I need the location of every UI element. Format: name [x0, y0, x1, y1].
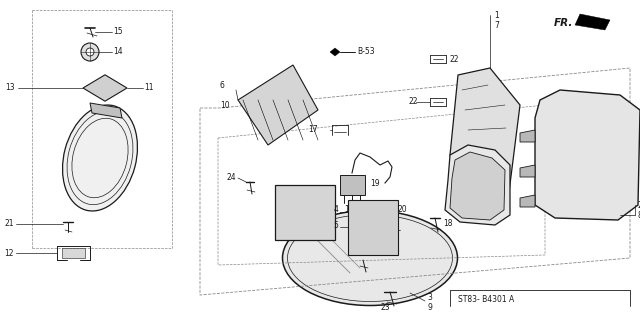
- Text: 24: 24: [227, 173, 236, 182]
- Ellipse shape: [63, 105, 138, 211]
- Polygon shape: [83, 75, 127, 101]
- Polygon shape: [383, 208, 393, 222]
- Polygon shape: [450, 68, 520, 212]
- Polygon shape: [445, 145, 510, 225]
- Text: 19: 19: [370, 179, 380, 188]
- Polygon shape: [380, 205, 396, 221]
- Text: 13: 13: [5, 84, 15, 93]
- Text: 22: 22: [408, 98, 418, 107]
- Polygon shape: [520, 130, 535, 142]
- Text: 3: 3: [427, 293, 432, 302]
- Text: 17: 17: [308, 125, 318, 135]
- Text: 1: 1: [494, 11, 499, 19]
- Ellipse shape: [459, 164, 497, 212]
- Ellipse shape: [282, 211, 458, 306]
- Circle shape: [294, 83, 298, 87]
- Text: 7: 7: [494, 20, 499, 29]
- Polygon shape: [575, 14, 610, 30]
- Text: 12: 12: [4, 249, 14, 257]
- Polygon shape: [340, 175, 365, 195]
- Circle shape: [277, 187, 283, 193]
- Polygon shape: [90, 103, 122, 118]
- Circle shape: [110, 85, 116, 91]
- Text: 2: 2: [638, 201, 640, 210]
- Polygon shape: [520, 165, 535, 177]
- Text: 5: 5: [333, 220, 338, 229]
- Text: 14: 14: [113, 48, 123, 56]
- Text: 8: 8: [638, 211, 640, 219]
- Text: 10: 10: [220, 100, 230, 109]
- Circle shape: [363, 228, 383, 248]
- Text: FR.: FR.: [554, 18, 573, 28]
- Text: B-53: B-53: [357, 48, 374, 56]
- Ellipse shape: [549, 103, 631, 213]
- Circle shape: [301, 206, 309, 214]
- Text: 9: 9: [427, 303, 432, 313]
- Polygon shape: [535, 90, 640, 220]
- Circle shape: [277, 232, 283, 238]
- Polygon shape: [450, 152, 505, 220]
- Text: 23: 23: [380, 303, 390, 313]
- Text: 15: 15: [113, 27, 123, 36]
- Polygon shape: [62, 248, 85, 258]
- Polygon shape: [353, 208, 363, 222]
- Circle shape: [94, 85, 100, 91]
- Text: 11: 11: [144, 84, 154, 93]
- Polygon shape: [348, 200, 398, 255]
- Polygon shape: [520, 195, 535, 207]
- Circle shape: [291, 80, 301, 90]
- Text: 18: 18: [443, 219, 452, 227]
- Text: ST83- B4301 A: ST83- B4301 A: [458, 295, 515, 305]
- Polygon shape: [330, 48, 340, 56]
- Polygon shape: [238, 65, 318, 145]
- Text: 16: 16: [344, 204, 354, 213]
- Text: 6: 6: [220, 80, 225, 90]
- Circle shape: [81, 43, 99, 61]
- Polygon shape: [275, 185, 335, 240]
- Text: 22: 22: [450, 55, 460, 63]
- Text: 4: 4: [333, 205, 338, 214]
- Circle shape: [295, 200, 315, 220]
- Circle shape: [86, 48, 94, 56]
- Polygon shape: [368, 208, 378, 222]
- Ellipse shape: [554, 108, 626, 208]
- Text: 20: 20: [398, 204, 408, 213]
- Circle shape: [287, 192, 323, 228]
- Text: 21: 21: [4, 219, 14, 228]
- Circle shape: [327, 187, 333, 193]
- Polygon shape: [358, 205, 374, 221]
